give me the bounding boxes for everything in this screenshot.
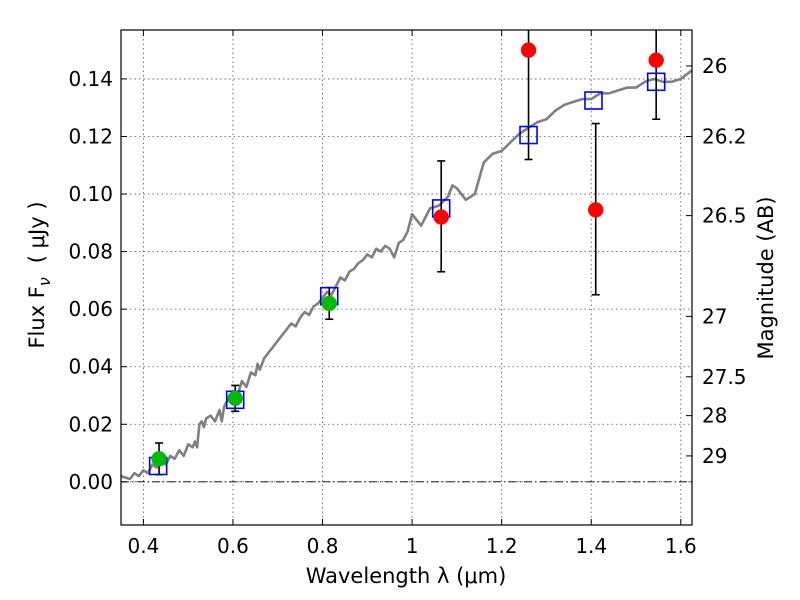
x-tick-label: 1.4 — [575, 534, 607, 558]
observed-data-point — [587, 202, 604, 218]
y-axis-label: Flux Fν ( μJy ) — [25, 201, 54, 348]
y-tick-label: 0.12 — [68, 124, 113, 148]
y-tick-label: 0.02 — [68, 412, 113, 436]
plot-frame — [120, 29, 693, 526]
model-photometry-square — [584, 91, 603, 110]
grid-lines — [121, 30, 692, 525]
x-tick-label: 0.4 — [127, 534, 159, 558]
y2-tick-labels: 26 26.2 26.5 27 27.5 28 29 — [702, 54, 747, 468]
x-tick-label: 1 — [406, 534, 419, 558]
x-tick-label: 0.8 — [307, 534, 339, 558]
y-tick-label: 0.14 — [68, 67, 113, 91]
observed-points-layer — [151, 42, 664, 467]
y-tick-label: 0.04 — [68, 355, 113, 379]
y2-tick-label: 27.5 — [702, 365, 747, 389]
y2-tick-label: 26 — [702, 54, 727, 78]
axis-ticks — [121, 30, 692, 525]
y-tick-label: 0.06 — [68, 297, 113, 321]
observed-data-point — [151, 451, 167, 467]
y2-tick-label: 29 — [702, 444, 727, 468]
y2-tick-label: 27 — [702, 304, 727, 328]
observed-data-point — [520, 42, 537, 58]
y-axis-label-main: Flux F — [25, 286, 49, 348]
observed-data-point — [433, 209, 449, 225]
y2-tick-label: 26.5 — [702, 204, 747, 228]
y-axis-label-unit: ( μJy ) — [25, 201, 49, 263]
y2-tick-label: 26.2 — [702, 124, 747, 148]
y-tick-label: 0.08 — [68, 240, 113, 264]
y-tick-label: 0.00 — [68, 470, 113, 494]
x-tick-labels: 0.4 0.6 0.8 1 1.2 1.4 1.6 — [127, 534, 696, 558]
observed-data-point — [321, 295, 337, 312]
y-tick-label: 0.10 — [68, 182, 113, 206]
x-tick-label: 1.6 — [665, 534, 697, 558]
y-tick-labels: 0.00 0.02 0.04 0.06 0.08 0.10 0.12 0.14 — [68, 67, 113, 494]
y2-tick-label: 28 — [702, 404, 727, 428]
model-photometry-square — [519, 125, 538, 145]
x-tick-label: 1.2 — [486, 534, 518, 558]
model-photometry-square — [646, 72, 666, 92]
x-tick-label: 0.6 — [217, 534, 249, 558]
observed-data-point — [227, 390, 243, 407]
observed-data-point — [648, 52, 664, 68]
y-axis-label-subscript: ν — [35, 277, 54, 286]
y2-axis-label: Magnitude (AB) — [754, 196, 778, 359]
x-axis-label: Wavelength λ (μm) — [306, 564, 507, 588]
